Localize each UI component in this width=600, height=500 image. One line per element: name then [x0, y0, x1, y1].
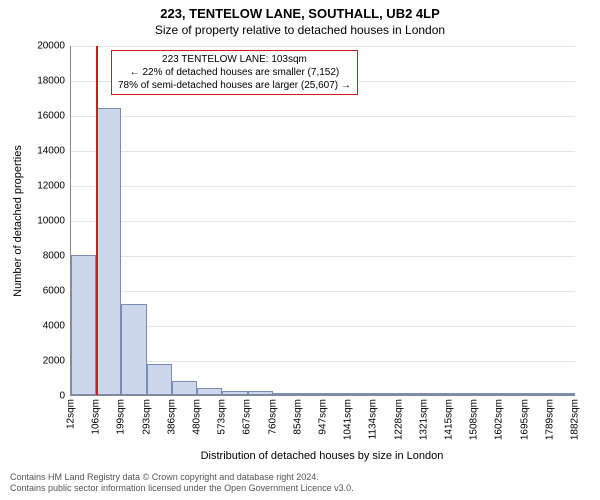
histogram-bar	[71, 255, 96, 395]
histogram-bar	[248, 391, 273, 395]
histogram-bar	[298, 393, 323, 395]
histogram-bar	[424, 393, 449, 395]
histogram-bar	[449, 393, 474, 395]
x-tick-label: 386sqm	[166, 399, 177, 435]
histogram-bar	[197, 388, 222, 395]
chart-subtitle: Size of property relative to detached ho…	[0, 21, 600, 37]
y-tick-label: 6000	[43, 286, 65, 297]
y-tick-label: 2000	[43, 356, 65, 367]
x-tick-label: 573sqm	[217, 399, 228, 435]
y-tick-label: 12000	[37, 181, 65, 192]
histogram-bar	[550, 393, 575, 395]
y-tick-label: 18000	[37, 76, 65, 87]
grid-line	[71, 221, 575, 222]
histogram-bar	[348, 393, 373, 395]
x-tick-label: 947sqm	[318, 399, 329, 435]
grid-line	[71, 151, 575, 152]
x-tick-label: 199sqm	[116, 399, 127, 435]
y-tick-label: 10000	[37, 216, 65, 227]
histogram-bar	[273, 393, 298, 395]
histogram-bar	[147, 364, 172, 396]
y-tick-label: 8000	[43, 251, 65, 262]
plot-area: 0200040006000800010000120001400016000180…	[70, 46, 575, 396]
x-tick-label: 12sqm	[66, 399, 77, 429]
x-tick-label: 1882sqm	[570, 399, 581, 440]
x-tick-label: 667sqm	[242, 399, 253, 435]
grid-line	[71, 186, 575, 187]
histogram-bar	[525, 393, 550, 395]
y-tick-label: 20000	[37, 41, 65, 52]
grid-line	[71, 46, 575, 47]
y-axis-label: Number of detached properties	[12, 145, 24, 297]
histogram-bar	[500, 393, 525, 395]
grid-line	[71, 291, 575, 292]
grid-line	[71, 116, 575, 117]
x-tick-label: 1789sqm	[544, 399, 555, 440]
footer-line2: Contains public sector information licen…	[10, 483, 354, 494]
histogram-bar	[222, 391, 247, 395]
x-tick-label: 854sqm	[292, 399, 303, 435]
histogram-bar	[399, 393, 424, 395]
footer-attribution: Contains HM Land Registry data © Crown c…	[10, 472, 354, 494]
x-tick-label: 760sqm	[267, 399, 278, 435]
annotation-line1: 223 TENTELOW LANE: 103sqm	[118, 53, 351, 66]
x-tick-label: 293sqm	[141, 399, 152, 435]
grid-line	[71, 256, 575, 257]
annotation-line2: ← 22% of detached houses are smaller (7,…	[118, 66, 351, 79]
x-tick-label: 1134sqm	[368, 399, 379, 439]
histogram-bar	[121, 304, 146, 395]
x-tick-label: 106sqm	[91, 399, 102, 435]
histogram-bar	[474, 393, 499, 395]
histogram-bar	[323, 393, 348, 395]
marker-line	[96, 46, 98, 395]
histogram-bar	[96, 108, 121, 395]
x-tick-label: 1321sqm	[418, 399, 429, 440]
y-tick-label: 14000	[37, 146, 65, 157]
x-tick-label: 1041sqm	[343, 399, 354, 440]
y-tick-label: 0	[59, 391, 65, 402]
x-axis-label: Distribution of detached houses by size …	[201, 450, 444, 462]
footer-line1: Contains HM Land Registry data © Crown c…	[10, 472, 354, 483]
histogram-bar	[172, 381, 197, 395]
annotation-line3: 78% of semi-detached houses are larger (…	[118, 79, 351, 92]
chart-container: 223, TENTELOW LANE, SOUTHALL, UB2 4LP Si…	[0, 0, 600, 500]
y-tick-label: 16000	[37, 111, 65, 122]
x-tick-label: 1695sqm	[519, 399, 530, 440]
chart-title: 223, TENTELOW LANE, SOUTHALL, UB2 4LP	[0, 0, 600, 21]
annotation-box: 223 TENTELOW LANE: 103sqm ← 22% of detac…	[111, 50, 358, 95]
x-tick-label: 1602sqm	[494, 399, 505, 440]
x-tick-label: 480sqm	[192, 399, 203, 435]
histogram-bar	[373, 393, 398, 395]
x-tick-label: 1508sqm	[469, 399, 480, 440]
x-tick-label: 1415sqm	[444, 399, 455, 440]
y-tick-label: 4000	[43, 321, 65, 332]
x-tick-label: 1228sqm	[393, 399, 404, 440]
